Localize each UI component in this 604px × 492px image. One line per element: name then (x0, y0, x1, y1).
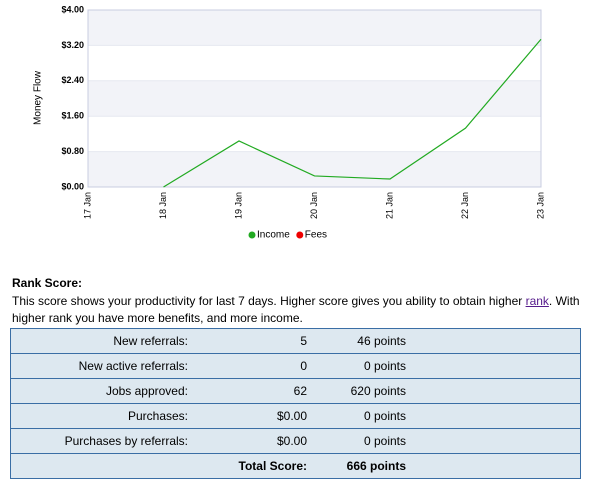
spacer (406, 454, 581, 479)
chart: Money Flow $0.00 $0.80 $1.60 $2.40 $3.20 $4.0… (33, 4, 546, 241)
x-tick-label: 23 Jan (535, 192, 545, 219)
text: This score shows your productivity for l… (12, 294, 526, 308)
x-tick-label: 17 Jan (82, 192, 92, 219)
legend-marker (248, 231, 256, 239)
y-tick-label: $0.80 (61, 146, 84, 156)
row-label (11, 454, 189, 479)
legend-marker (296, 231, 304, 239)
spacer (406, 403, 581, 429)
row-label: Jobs approved: (10, 378, 188, 404)
row-value: $0.00 (188, 403, 307, 429)
rank-section: Rank Score: This score shows your produc… (12, 275, 592, 327)
x-tick-label: 20 Jan (309, 192, 319, 219)
x-tick-label: 21 Jan (384, 192, 394, 219)
score-table: New referrals: 5 46 points New active refer… (10, 328, 581, 479)
x-tick-label: 19 Jan (233, 192, 243, 219)
row-label: New active referrals: (10, 353, 188, 379)
x-tick-label: 22 Jan (460, 192, 470, 219)
table-row: New active referrals: 0 0 points (10, 353, 581, 379)
total-label: Total Score: (238, 459, 307, 473)
band (88, 151, 541, 187)
spacer (406, 328, 581, 354)
y-tick-label: $2.40 (61, 75, 84, 85)
table-row: Purchases: $0.00 0 points (10, 403, 581, 429)
row-label: Purchases: (10, 403, 188, 429)
spacer (406, 378, 581, 404)
legend-label: Fees (305, 230, 327, 241)
band (88, 10, 541, 46)
text: . With higher rank you have more benefit… (12, 294, 580, 325)
table-row: Purchases by referrals: $0.00 0 points (10, 428, 581, 454)
row-points: 0 points (307, 353, 406, 379)
rank-title: Rank Score: (12, 276, 83, 290)
total-row: Total Score: 666 points (11, 454, 581, 479)
y-tick-label: $4.00 (61, 4, 84, 14)
row-label: New referrals: (10, 328, 188, 354)
row-value: 5 (188, 328, 307, 354)
row-label: Purchases by referrals: (10, 428, 188, 454)
row-points: 46 points (307, 328, 406, 354)
band (88, 80, 541, 117)
row-value: 0 (188, 353, 307, 379)
x-tick-label: 18 Jan (158, 192, 168, 219)
total-points: 666 points (346, 459, 406, 473)
row-points: 0 points (307, 403, 406, 429)
table-row: Jobs approved: 62 620 points (10, 378, 581, 404)
y-tick-label: $0.00 (61, 181, 84, 191)
plot-border (87, 9, 542, 188)
spacer (406, 353, 581, 379)
row-points: 0 points (307, 428, 406, 454)
rank-description: This score shows your productivity for l… (12, 293, 592, 327)
row-value: 62 (188, 378, 307, 404)
y-tick-label: $3.20 (61, 40, 84, 50)
legend-label: Income (257, 230, 290, 241)
y-tick-label: $1.60 (61, 111, 84, 121)
row-points: 620 points (307, 378, 406, 404)
spacer (406, 428, 581, 454)
rank-link[interactable]: rank (525, 294, 549, 308)
line (163, 38, 542, 188)
row-value: $0.00 (188, 428, 307, 454)
y-axis-label: Money Flow (33, 70, 44, 125)
table-row: New referrals: 5 46 points (10, 328, 581, 354)
